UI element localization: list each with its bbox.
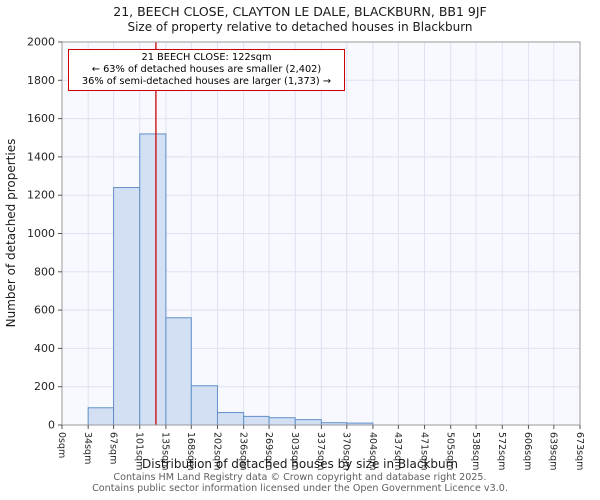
x-tick-label: 168sqm [185, 432, 196, 470]
annotation-property-size: 21 BEECH CLOSE: 122sqm [141, 52, 272, 63]
x-tick-label: 34sqm [82, 432, 93, 464]
x-tick-label: 404sqm [367, 432, 378, 470]
x-tick-label: 202sqm [211, 432, 222, 470]
histogram-bar [87, 407, 115, 426]
y-tick-label: 2000 [27, 36, 55, 49]
histogram-bar [294, 419, 322, 426]
annotation-smaller-share: ← 63% of detached houses are smaller (2,… [91, 64, 322, 76]
chart-title: 21, BEECH CLOSE, CLAYTON LE DALE, BLACKB… [113, 4, 486, 19]
x-tick-label: 572sqm [496, 432, 507, 470]
y-tick-label: 0 [48, 419, 55, 432]
x-tick-label: 0sqm [56, 432, 67, 458]
x-tick-label: 303sqm [289, 432, 300, 470]
x-tick-label: 606sqm [522, 432, 533, 470]
x-tick-label: 437sqm [392, 432, 403, 470]
x-axis-title: Distribution of detached houses by size … [142, 457, 458, 471]
x-tick-label: 101sqm [134, 432, 145, 470]
y-tick-label: 1000 [27, 227, 55, 240]
histogram-bar [243, 415, 270, 426]
annotation-larger-share: 36% of semi-detached houses are larger (… [81, 76, 332, 88]
y-tick-label: 400 [34, 342, 55, 355]
y-tick-label: 1400 [27, 150, 55, 163]
x-tick-label: 67sqm [107, 432, 118, 464]
footer-licence-line: Contains public sector information licen… [92, 483, 508, 494]
y-tick-label: 1600 [27, 112, 55, 125]
histogram-bar [190, 385, 218, 426]
histogram-bar [216, 412, 245, 426]
y-tick-label: 1200 [27, 189, 55, 202]
plot-area: 0 200 400 600 800 1000 1200 1400 1600 1800 2000 0sq… [27, 36, 585, 471]
x-tick-label: 236sqm [237, 432, 248, 470]
x-tick-label: 471sqm [418, 432, 429, 470]
histogram-bar [113, 187, 141, 426]
x-tick-label: 639sqm [548, 432, 559, 470]
footer-copyright-line: Contains HM Land Registry data © Crown c… [113, 472, 487, 483]
y-tick-label: 200 [34, 380, 55, 393]
chart-subtitle: Size of property relative to detached ho… [127, 20, 472, 34]
y-tick-label: 1800 [27, 74, 55, 87]
x-tick-label: 337sqm [315, 432, 326, 470]
x-tick-label: 135sqm [160, 432, 171, 470]
y-tick-label: 600 [34, 304, 55, 317]
y-tick-label: 800 [34, 265, 55, 278]
property-annotation-box: 21 BEECH CLOSE: 122sqm ← 63% of detached… [68, 49, 345, 92]
histogram-bar [139, 133, 167, 426]
x-tick-label: 505sqm [444, 432, 455, 470]
histogram-bar [268, 417, 296, 426]
x-tick-label: 538sqm [470, 432, 481, 470]
y-axis-title: Number of detached properties [4, 139, 18, 328]
x-tick-label: 269sqm [263, 432, 274, 470]
x-tick-label: 370sqm [341, 432, 352, 470]
x-tick-label: 673sqm [574, 432, 585, 470]
histogram-bar [165, 317, 192, 426]
